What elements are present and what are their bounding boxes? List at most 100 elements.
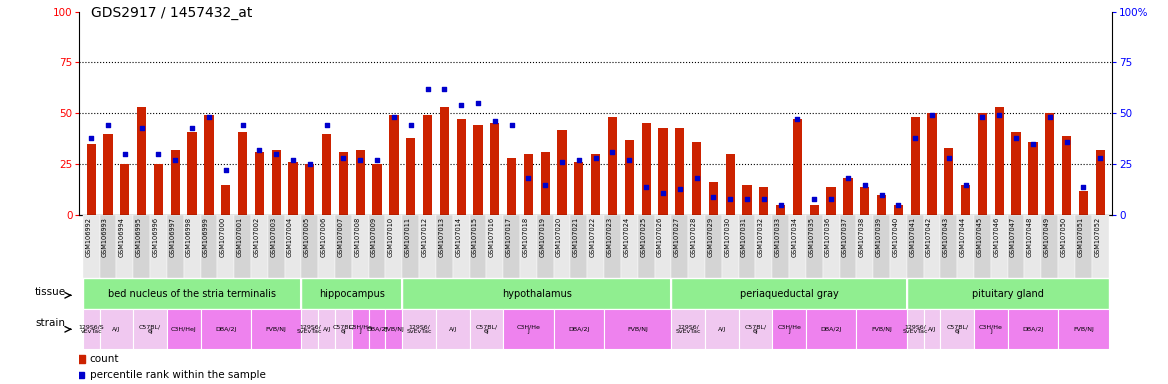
Text: GDS2917 / 1457432_at: GDS2917 / 1457432_at (91, 6, 252, 20)
Point (1007, 135, 1026, 141)
Point (519, 175, 537, 182)
Point (889, 202, 908, 208)
Bar (1045, 113, 1055, 215)
Bar (120, 164, 130, 215)
Bar (322, 134, 332, 215)
Bar (523, 154, 533, 215)
Text: GSM107035: GSM107035 (808, 217, 814, 257)
Text: A/J: A/J (322, 327, 331, 332)
Bar (591, 154, 600, 215)
Text: percentile rank within the sample: percentile rank within the sample (90, 370, 265, 380)
Bar (924, 309, 940, 349)
Point (536, 182, 555, 188)
Point (502, 122, 521, 129)
Text: GSM107026: GSM107026 (656, 217, 663, 257)
Text: GSM107022: GSM107022 (590, 217, 596, 257)
Text: GSM107047: GSM107047 (1010, 217, 1016, 257)
Text: GSM106999: GSM106999 (203, 217, 209, 257)
Bar (890, 215, 906, 278)
Bar (874, 215, 890, 278)
Bar (402, 215, 419, 278)
Bar (877, 195, 887, 215)
Point (318, 122, 336, 129)
Bar (974, 309, 1008, 349)
Text: GSM107006: GSM107006 (321, 217, 327, 257)
Text: GSM107033: GSM107033 (774, 217, 780, 257)
Point (150, 151, 168, 157)
Bar (906, 309, 924, 349)
Text: GSM106994: GSM106994 (119, 217, 125, 257)
Text: GSM107011: GSM107011 (404, 217, 411, 257)
Bar (806, 309, 856, 349)
Bar (154, 164, 164, 215)
Text: 129S6/
SvEvTac: 129S6/ SvEvTac (406, 324, 432, 334)
Bar (604, 215, 621, 278)
Bar (288, 162, 298, 215)
Point (906, 135, 925, 141)
Bar (385, 309, 402, 349)
Bar (924, 215, 940, 278)
Bar (267, 215, 285, 278)
Text: GSM107043: GSM107043 (943, 217, 948, 257)
Point (637, 184, 655, 190)
Bar (355, 150, 364, 215)
Bar (790, 215, 806, 278)
Text: GSM107050: GSM107050 (1061, 217, 1066, 257)
Point (284, 157, 303, 163)
Text: GSM106995: GSM106995 (135, 217, 141, 257)
Text: count: count (90, 354, 119, 364)
Bar (234, 215, 251, 278)
Bar (1028, 142, 1037, 215)
Text: GSM107007: GSM107007 (338, 217, 343, 257)
Bar (806, 215, 822, 278)
Text: bed nucleus of the stria terminalis: bed nucleus of the stria terminalis (109, 289, 276, 299)
Text: pituitary gland: pituitary gland (972, 289, 1044, 299)
Point (805, 196, 823, 202)
Bar (99, 215, 117, 278)
Bar (1062, 136, 1071, 215)
Text: GSM107036: GSM107036 (825, 217, 832, 257)
Text: GSM107044: GSM107044 (960, 217, 966, 257)
Text: 129S6/S
vEvTac: 129S6/S vEvTac (78, 324, 104, 334)
Bar (557, 129, 566, 215)
Bar (1092, 215, 1108, 278)
Text: GSM107028: GSM107028 (690, 217, 696, 257)
Text: GSM107017: GSM107017 (506, 217, 512, 257)
Text: GSM107041: GSM107041 (909, 217, 916, 257)
Bar (271, 150, 280, 215)
Bar (856, 309, 906, 349)
Bar (301, 278, 402, 309)
Text: GSM107015: GSM107015 (472, 217, 478, 257)
Text: 129S6/
SvEvTac: 129S6/ SvEvTac (903, 324, 927, 334)
Text: C57BL/
6J: C57BL/ 6J (744, 324, 766, 334)
Text: GSM107024: GSM107024 (624, 217, 630, 257)
Text: 129S6/
SvEvTac: 129S6/ SvEvTac (675, 324, 701, 334)
Bar (439, 107, 449, 215)
Bar (756, 215, 772, 278)
Text: GSM106993: GSM106993 (102, 217, 107, 257)
Bar (1008, 215, 1024, 278)
Point (620, 157, 639, 163)
Bar (906, 215, 924, 278)
Text: GSM107034: GSM107034 (792, 217, 798, 257)
Bar (133, 215, 150, 278)
Bar (183, 215, 201, 278)
Bar (389, 115, 398, 215)
Bar (406, 138, 416, 215)
Point (1091, 155, 1110, 161)
Text: GSM107009: GSM107009 (371, 217, 377, 257)
Bar (722, 215, 738, 278)
Text: DBA/2J: DBA/2J (820, 327, 842, 332)
Bar (503, 309, 554, 349)
Text: GSM107008: GSM107008 (354, 217, 360, 257)
Text: GSM107000: GSM107000 (220, 217, 225, 257)
Bar (491, 124, 500, 215)
Point (350, 157, 369, 163)
Text: C57BL/
6J: C57BL/ 6J (333, 324, 355, 334)
Bar (675, 127, 684, 215)
Text: DBA/2J: DBA/2J (1022, 327, 1043, 332)
Bar (352, 309, 369, 349)
Point (418, 86, 437, 92)
Point (687, 175, 705, 182)
Text: C3H/HeJ: C3H/HeJ (171, 327, 196, 332)
